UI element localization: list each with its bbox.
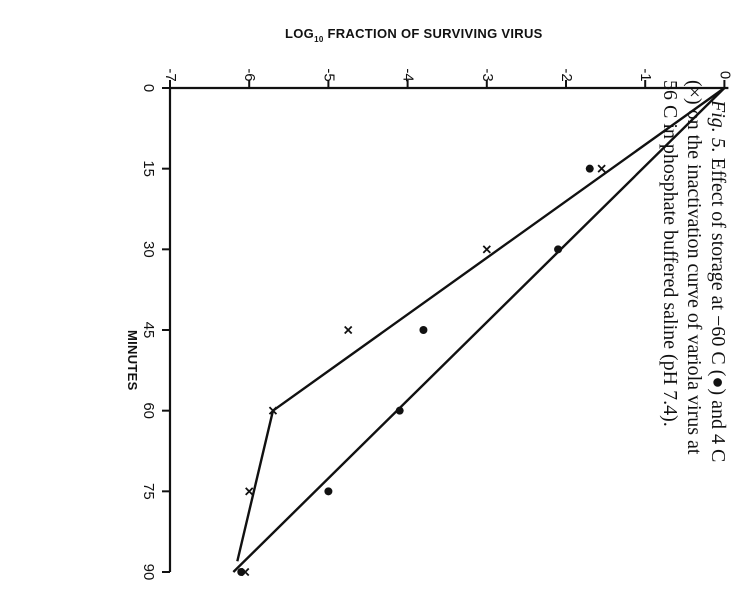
cross-data-point xyxy=(241,567,250,577)
x-tick-label: 75 xyxy=(140,483,157,500)
y-tick-label: -6 xyxy=(241,68,258,81)
x-tick-label: 0 xyxy=(140,84,157,92)
dot-data-point xyxy=(419,326,428,334)
x-tick-label: 15 xyxy=(140,160,157,177)
dot-data-point xyxy=(554,245,563,254)
x-axis-title: MINUTES xyxy=(125,330,140,391)
figure-label: Fig. 5. xyxy=(707,99,729,153)
x-tick-label: 90 xyxy=(140,564,157,581)
x-tick-label: 30 xyxy=(140,241,157,258)
y-tick-label: -5 xyxy=(320,68,337,81)
cross-data-point xyxy=(268,406,278,415)
y-tick-label: 0 xyxy=(716,71,733,79)
y-tick-label: -3 xyxy=(479,68,496,81)
dot-data-point xyxy=(395,406,404,415)
x-tick-label: 45 xyxy=(140,322,157,339)
y-tick-label: -7 xyxy=(162,68,179,81)
caption-line-1: Fig. 5. Effect of storage at −60 C (●) a… xyxy=(707,99,729,462)
y-axis-title: LOG10 FRACTION OF SURVIVING VIRUS xyxy=(285,26,543,44)
cross-data-point xyxy=(597,164,606,173)
y-tick-label: -1 xyxy=(637,68,654,81)
x-tick-label: 60 xyxy=(140,402,157,419)
caption-line-2: (×) on the inactivation curve of variola… xyxy=(683,80,705,455)
cross-data-point xyxy=(482,245,491,254)
caption-line-3: 56 C in phosphate buffered saline (pH 7.… xyxy=(659,80,681,427)
dot-series-fit-line xyxy=(232,87,726,573)
y-tick-label: -4 xyxy=(400,68,417,81)
plot-area: -7 -6 -5 -4 -3 -2 -1 0 0 15 30 45 60 75 90 xyxy=(140,68,733,580)
figure-caption: Fig. 5. Effect of storage at −60 C (●) a… xyxy=(659,80,729,462)
cross-data-point xyxy=(245,487,254,496)
dot-data-point xyxy=(324,487,333,496)
chart-labels: LOG10 FRACTION OF SURVIVING VIRUS MINUTE… xyxy=(125,26,543,391)
y-tick-label: -2 xyxy=(558,68,575,81)
cross-data-point xyxy=(344,325,353,335)
dot-data-point xyxy=(585,164,594,173)
